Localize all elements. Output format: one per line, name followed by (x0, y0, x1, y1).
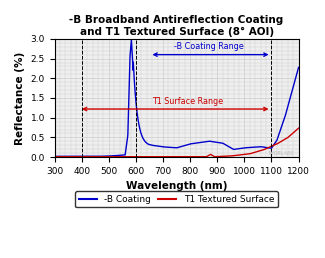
-B Coating (152, 144, 156, 147)
T1 Textured Surface (152, 155, 156, 158)
X-axis label: Wavelength (nm): Wavelength (nm) (126, 181, 228, 191)
Title: -B Broadband Antireflection Coating
and T1 Textured Surface (8° AOI): -B Broadband Antireflection Coating and … (70, 15, 284, 37)
Text: THORLABS: THORLABS (268, 151, 294, 156)
Line: T1 Textured Surface: T1 Textured Surface (55, 128, 299, 157)
T1 Textured Surface (53, 155, 57, 158)
-B Coating (129, 38, 133, 41)
T1 Textured Surface (67, 155, 71, 158)
T1 Textured Surface (153, 155, 157, 158)
Y-axis label: Reflectance (%): Reflectance (%) (15, 51, 25, 145)
-B Coating (53, 155, 57, 158)
Line: -B Coating: -B Coating (55, 40, 299, 156)
Legend: -B Coating, T1 Textured Surface: -B Coating, T1 Textured Surface (75, 191, 278, 207)
Text: -B Coating Range: -B Coating Range (174, 43, 244, 52)
-B Coating (297, 66, 301, 69)
-B Coating (144, 141, 148, 144)
T1 Textured Surface (297, 127, 301, 130)
-B Coating (154, 144, 158, 147)
-B Coating (219, 141, 223, 144)
T1 Textured Surface (144, 155, 148, 158)
-B Coating (67, 155, 71, 158)
Text: T1 Surface Range: T1 Surface Range (152, 97, 223, 106)
T1 Textured Surface (219, 155, 223, 158)
-B Coating (105, 155, 109, 158)
T1 Textured Surface (105, 155, 109, 158)
